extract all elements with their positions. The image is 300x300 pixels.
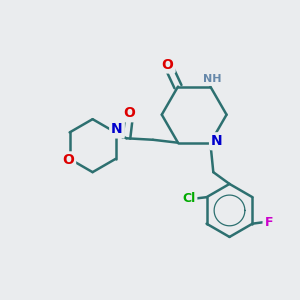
Text: O: O [124, 106, 135, 120]
Text: F: F [264, 216, 273, 229]
Text: N: N [111, 122, 123, 136]
Text: O: O [62, 153, 74, 167]
Text: N: N [211, 134, 223, 148]
Text: Cl: Cl [182, 192, 196, 205]
Text: O: O [162, 58, 174, 71]
Text: NH: NH [202, 74, 221, 84]
